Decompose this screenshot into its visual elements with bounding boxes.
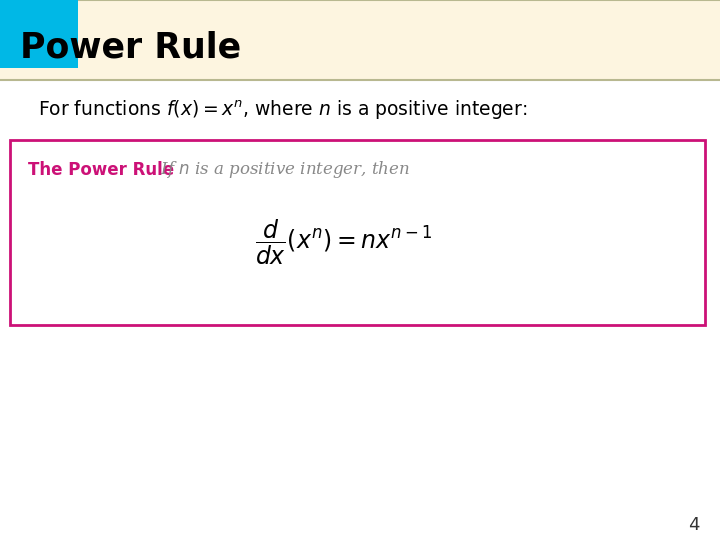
FancyBboxPatch shape [0,0,720,80]
Text: 4: 4 [688,516,700,534]
Text: $\dfrac{d}{dx}(x^n) = nx^{n-1}$: $\dfrac{d}{dx}(x^n) = nx^{n-1}$ [255,218,433,267]
Text: Power Rule: Power Rule [20,30,241,64]
Text: The Power Rule: The Power Rule [28,161,174,179]
FancyBboxPatch shape [0,0,78,68]
FancyBboxPatch shape [10,140,705,325]
Text: If $n$ is a positive integer, then: If $n$ is a positive integer, then [150,159,410,180]
Text: For functions $f(x) = x^n$, where $n$ is a positive integer:: For functions $f(x) = x^n$, where $n$ is… [38,98,527,122]
